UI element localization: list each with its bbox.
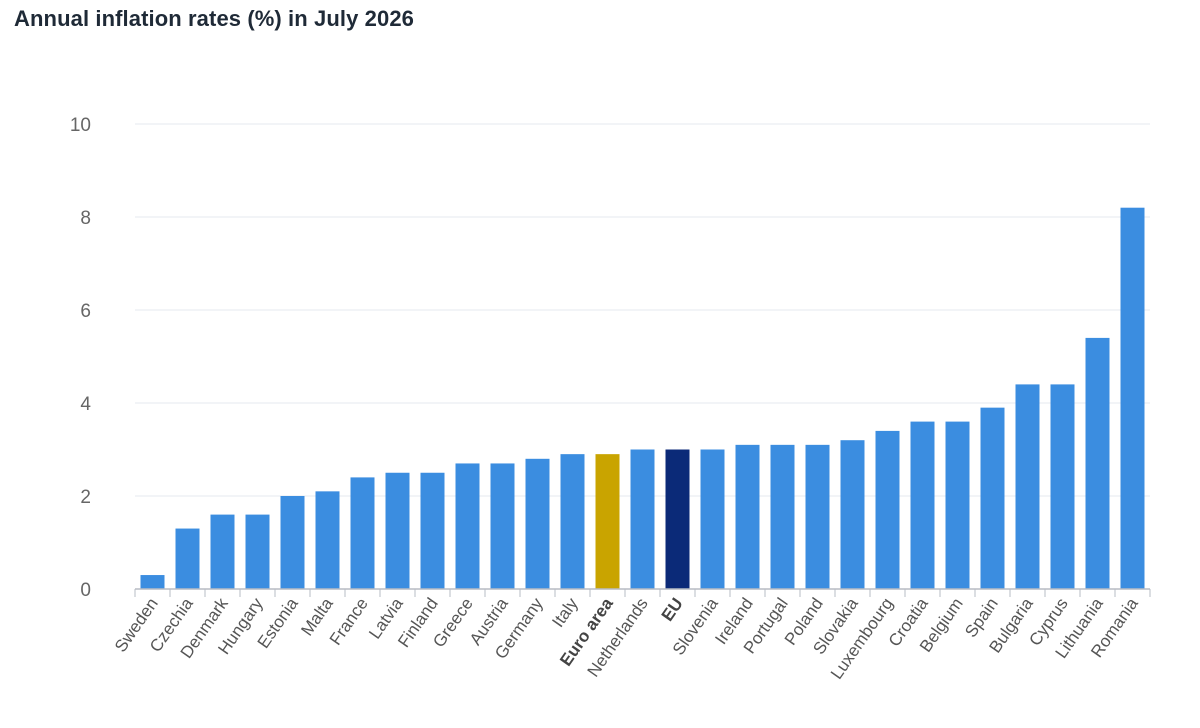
bar-slovakia bbox=[840, 440, 865, 589]
x-tick-label: Italy bbox=[548, 594, 582, 631]
bar-portugal bbox=[770, 444, 795, 589]
y-tick-label: 8 bbox=[80, 208, 91, 229]
bar-croatia bbox=[910, 421, 935, 589]
bar-belgium bbox=[945, 421, 970, 589]
bar-bulgaria bbox=[1015, 384, 1040, 589]
x-axis bbox=[134, 588, 1151, 597]
bar-lithuania bbox=[1085, 337, 1110, 589]
y-tick-label: 6 bbox=[80, 301, 91, 322]
y-tick-label: 10 bbox=[70, 115, 91, 136]
bar-spain bbox=[980, 407, 1005, 589]
bar-romania bbox=[1120, 207, 1145, 589]
bar-slovenia bbox=[700, 449, 725, 589]
bar-denmark bbox=[210, 514, 235, 589]
bar-euro-area bbox=[595, 454, 620, 589]
y-tick-label: 4 bbox=[80, 394, 91, 415]
bar-netherlands bbox=[630, 449, 655, 589]
y-tick-label: 0 bbox=[80, 580, 91, 601]
bar-finland bbox=[420, 472, 445, 589]
bar-italy bbox=[560, 454, 585, 589]
bar-luxembourg bbox=[875, 430, 900, 589]
bar-germany bbox=[525, 458, 550, 589]
bars bbox=[140, 207, 1145, 589]
y-axis-ticks: 0 2 4 6 8 10 bbox=[70, 115, 92, 601]
bar-greece bbox=[455, 463, 480, 589]
bar-france bbox=[350, 477, 375, 589]
chart-title: Annual inflation rates (%) in July 2026 bbox=[14, 6, 414, 31]
bar-malta bbox=[315, 491, 340, 589]
bar-hungary bbox=[245, 514, 270, 589]
bar-cyprus bbox=[1050, 384, 1075, 589]
bar-poland bbox=[805, 444, 830, 589]
bar-eu bbox=[665, 449, 690, 589]
bar-sweden bbox=[140, 575, 165, 589]
x-tick-label: EU bbox=[658, 594, 687, 624]
bar-austria bbox=[490, 463, 515, 589]
bar-ireland bbox=[735, 444, 760, 589]
y-tick-label: 2 bbox=[80, 487, 91, 508]
bar-czechia bbox=[175, 528, 200, 589]
bar-estonia bbox=[280, 496, 305, 589]
x-axis-labels: SwedenCzechiaDenmarkHungaryEstoniaMaltaF… bbox=[111, 594, 1142, 683]
bar-latvia bbox=[385, 472, 410, 589]
